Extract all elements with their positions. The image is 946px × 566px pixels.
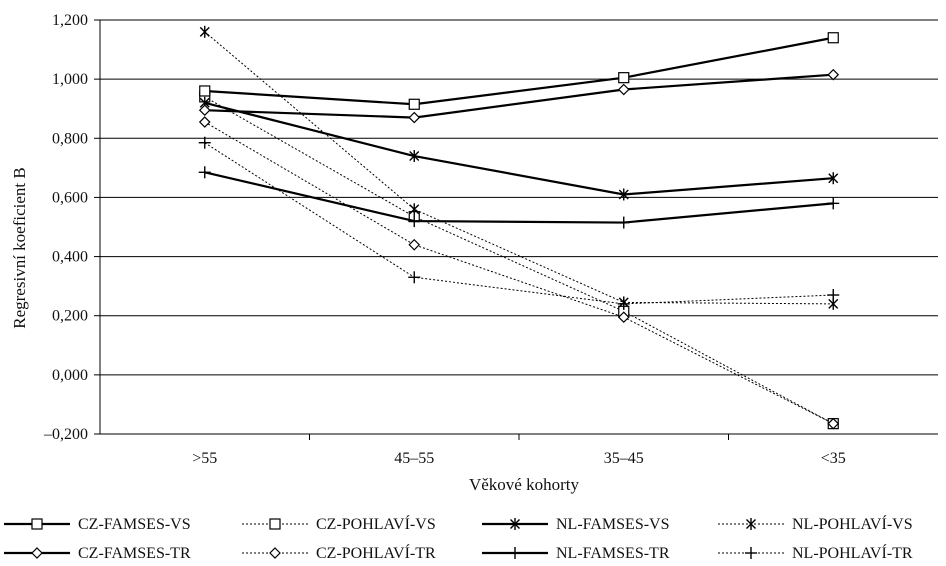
- legend-item: NL-POHLAVÍ-VS: [718, 514, 913, 533]
- data-point: [269, 547, 281, 559]
- data-point: [198, 116, 211, 128]
- legend-item: NL-POHLAVÍ-TR: [718, 543, 913, 562]
- legend-label: CZ-POHLAVÍ-VS: [316, 514, 436, 533]
- y-tick-label: 1,200: [52, 12, 88, 29]
- data-point: [827, 68, 840, 81]
- legend-label: NL-POHLAVÍ-TR: [792, 543, 913, 562]
- grid-lines: [100, 19, 938, 435]
- series-line: [204, 36, 834, 106]
- data-point: [827, 417, 840, 430]
- data-point: [509, 547, 521, 559]
- y-tick-label: –0,200: [43, 426, 88, 443]
- data-point: [408, 215, 421, 228]
- legend-label: NL-FAMSES-TR: [556, 545, 670, 562]
- series-cz-famses-tr: [198, 68, 840, 124]
- data-point: [198, 104, 211, 117]
- data-point: [827, 32, 839, 44]
- data-point: [198, 136, 211, 149]
- data-point: [617, 216, 630, 229]
- legend-item: CZ-FAMSES-TR: [4, 545, 191, 562]
- data-point: [510, 518, 520, 530]
- data-point: [745, 547, 757, 559]
- series-line: [204, 171, 834, 224]
- series: [198, 25, 840, 430]
- series-line: [204, 101, 834, 196]
- y-tick-label: 1,000: [52, 71, 88, 88]
- legend-label: NL-FAMSES-VS: [556, 516, 670, 533]
- data-point: [618, 188, 629, 201]
- data-point: [408, 111, 421, 124]
- data-point: [31, 547, 43, 559]
- y-tick-label: 0,000: [52, 367, 88, 384]
- data-point: [199, 25, 210, 38]
- series-line: [204, 73, 834, 119]
- data-point: [746, 518, 756, 530]
- series-nl-famses-tr: [198, 166, 840, 229]
- legend-item: CZ-POHLAVÍ-VS: [242, 514, 436, 533]
- data-point: [827, 289, 840, 302]
- data-point: [269, 518, 281, 530]
- data-point: [617, 311, 630, 324]
- data-point: [618, 72, 630, 84]
- data-point: [828, 172, 839, 185]
- y-axis-label: Regresivní koeficient B: [10, 167, 29, 328]
- data-point: [617, 83, 630, 96]
- y-tick-label: 0,200: [52, 308, 88, 325]
- x-tick-label: 45–55: [394, 450, 434, 467]
- axes: [94, 19, 729, 440]
- legend-item: CZ-FAMSES-VS: [4, 516, 191, 533]
- data-point: [199, 85, 211, 97]
- tick-labels: –0,200 0,000 0,200 0,400 0,600 0,800 1,000 1,20…: [43, 12, 846, 467]
- series-nl-pohlaví-vs: [199, 25, 839, 310]
- data-point: [408, 98, 420, 110]
- y-tick-label: 0,400: [52, 249, 88, 266]
- series-line: [204, 142, 834, 305]
- x-tick-label: <35: [821, 450, 846, 467]
- series-line: [204, 96, 834, 425]
- legend-label: CZ-FAMSES-VS: [78, 516, 191, 533]
- data-point: [408, 238, 421, 251]
- legend-item: NL-FAMSES-VS: [482, 516, 670, 533]
- legend-item: NL-FAMSES-TR: [482, 545, 670, 562]
- x-tick-label: 35–45: [604, 450, 644, 467]
- legend: CZ-FAMSES-VS CZ-POHLAVÍ-VS NL-FAMSES-VS NL-…: [4, 514, 913, 562]
- series-line: [204, 121, 834, 425]
- series-cz-famses-vs: [199, 32, 839, 110]
- x-tick-label: >55: [192, 450, 217, 467]
- series-nl-pohlaví-tr: [198, 136, 840, 310]
- data-point: [827, 197, 840, 210]
- data-point: [198, 166, 211, 179]
- x-axis-label: Věkové kohorty: [469, 475, 580, 494]
- data-point: [31, 518, 43, 530]
- y-tick-label: 0,600: [52, 189, 88, 206]
- legend-item: CZ-POHLAVÍ-TR: [242, 543, 436, 562]
- series-line: [204, 31, 834, 305]
- series-cz-pohlaví-tr: [198, 116, 840, 430]
- data-point: [408, 271, 421, 284]
- legend-label: CZ-FAMSES-TR: [78, 545, 191, 562]
- series-cz-pohlaví-vs: [199, 91, 839, 430]
- series-nl-famses-vs: [199, 96, 839, 201]
- data-point: [409, 150, 420, 163]
- data-point: [409, 203, 420, 216]
- legend-label: CZ-POHLAVÍ-TR: [316, 543, 436, 562]
- legend-label: NL-POHLAVÍ-VS: [792, 514, 913, 533]
- data-point: [617, 297, 630, 310]
- y-tick-label: 0,800: [52, 130, 88, 147]
